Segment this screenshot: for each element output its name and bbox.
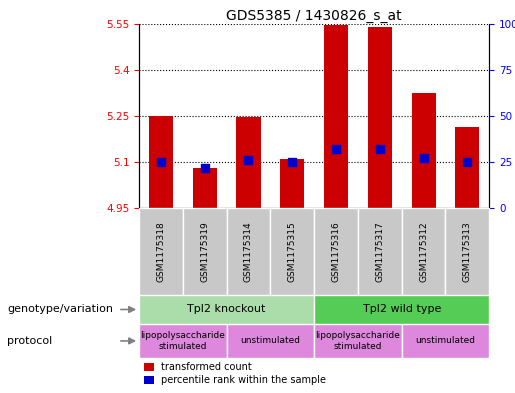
Text: lipopolysaccharide
stimulated: lipopolysaccharide stimulated bbox=[316, 331, 400, 351]
Text: GSM1175313: GSM1175313 bbox=[463, 221, 472, 282]
Text: genotype/variation: genotype/variation bbox=[7, 305, 113, 314]
Bar bbox=[358, 208, 402, 295]
Bar bbox=[149, 116, 173, 208]
Text: GSM1175315: GSM1175315 bbox=[288, 221, 297, 282]
Point bbox=[288, 159, 297, 165]
Bar bbox=[227, 208, 270, 295]
Text: GSM1175319: GSM1175319 bbox=[200, 221, 209, 282]
Bar bbox=[314, 208, 358, 295]
Point bbox=[157, 159, 165, 165]
Text: Tpl2 knockout: Tpl2 knockout bbox=[187, 305, 266, 314]
Bar bbox=[411, 93, 436, 208]
Bar bbox=[455, 127, 479, 208]
Bar bbox=[270, 208, 314, 295]
Bar bbox=[139, 208, 183, 295]
Bar bbox=[193, 168, 217, 208]
Text: protocol: protocol bbox=[7, 336, 52, 346]
Title: GDS5385 / 1430826_s_at: GDS5385 / 1430826_s_at bbox=[226, 9, 402, 22]
Text: GSM1175316: GSM1175316 bbox=[332, 221, 340, 282]
Text: Tpl2 wild type: Tpl2 wild type bbox=[363, 305, 441, 314]
Bar bbox=[139, 295, 314, 324]
Point bbox=[419, 155, 427, 162]
Bar bbox=[183, 208, 227, 295]
Bar bbox=[314, 295, 489, 324]
Point bbox=[244, 157, 252, 163]
Text: unstimulated: unstimulated bbox=[416, 336, 475, 345]
Bar bbox=[324, 25, 348, 208]
Text: GSM1175314: GSM1175314 bbox=[244, 221, 253, 282]
Bar bbox=[139, 324, 227, 358]
Bar bbox=[402, 208, 445, 295]
Legend: transformed count, percentile rank within the sample: transformed count, percentile rank withi… bbox=[144, 362, 327, 386]
Text: unstimulated: unstimulated bbox=[241, 336, 300, 345]
Bar bbox=[280, 159, 304, 208]
Text: GSM1175317: GSM1175317 bbox=[375, 221, 384, 282]
Bar bbox=[368, 27, 392, 208]
Bar bbox=[227, 324, 314, 358]
Bar bbox=[236, 118, 261, 208]
Bar bbox=[402, 324, 489, 358]
Bar bbox=[445, 208, 489, 295]
Bar bbox=[314, 324, 402, 358]
Point bbox=[332, 146, 340, 152]
Point bbox=[464, 159, 472, 165]
Text: GSM1175312: GSM1175312 bbox=[419, 221, 428, 282]
Text: GSM1175318: GSM1175318 bbox=[157, 221, 165, 282]
Point bbox=[201, 165, 209, 171]
Text: lipopolysaccharide
stimulated: lipopolysaccharide stimulated bbox=[141, 331, 225, 351]
Point bbox=[375, 146, 384, 152]
